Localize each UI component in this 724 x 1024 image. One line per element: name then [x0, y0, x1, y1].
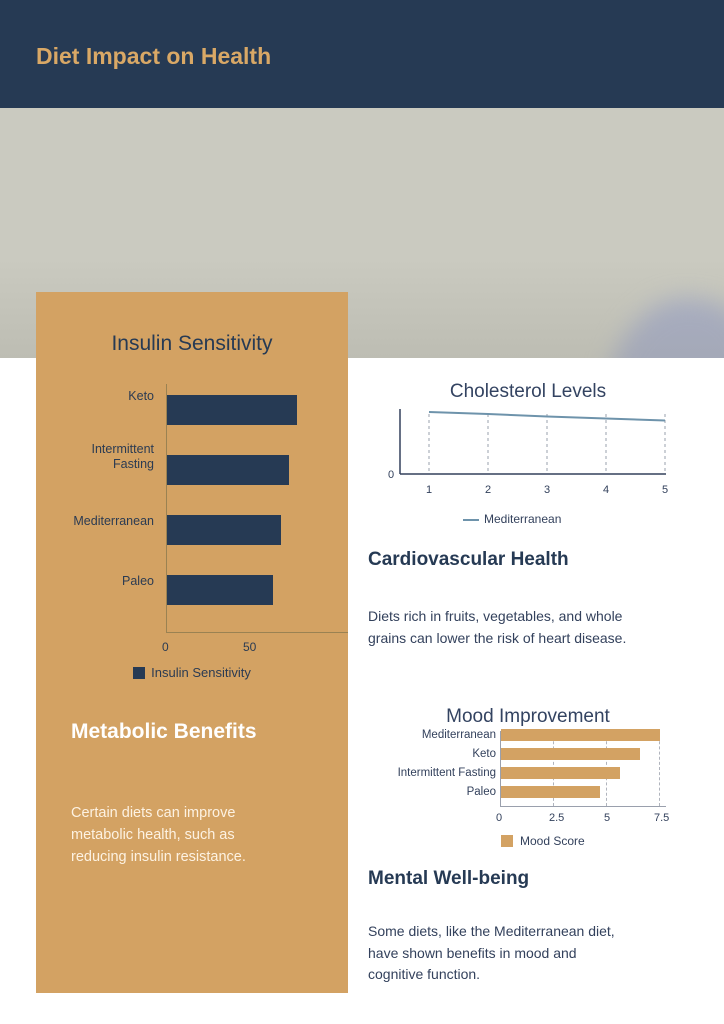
- svg-text:1: 1: [426, 484, 432, 496]
- svg-text:5: 5: [662, 484, 668, 496]
- svg-text:3: 3: [544, 484, 550, 496]
- svg-text:4: 4: [603, 484, 609, 496]
- svg-text:2: 2: [485, 484, 491, 496]
- svg-text:0: 0: [388, 469, 394, 481]
